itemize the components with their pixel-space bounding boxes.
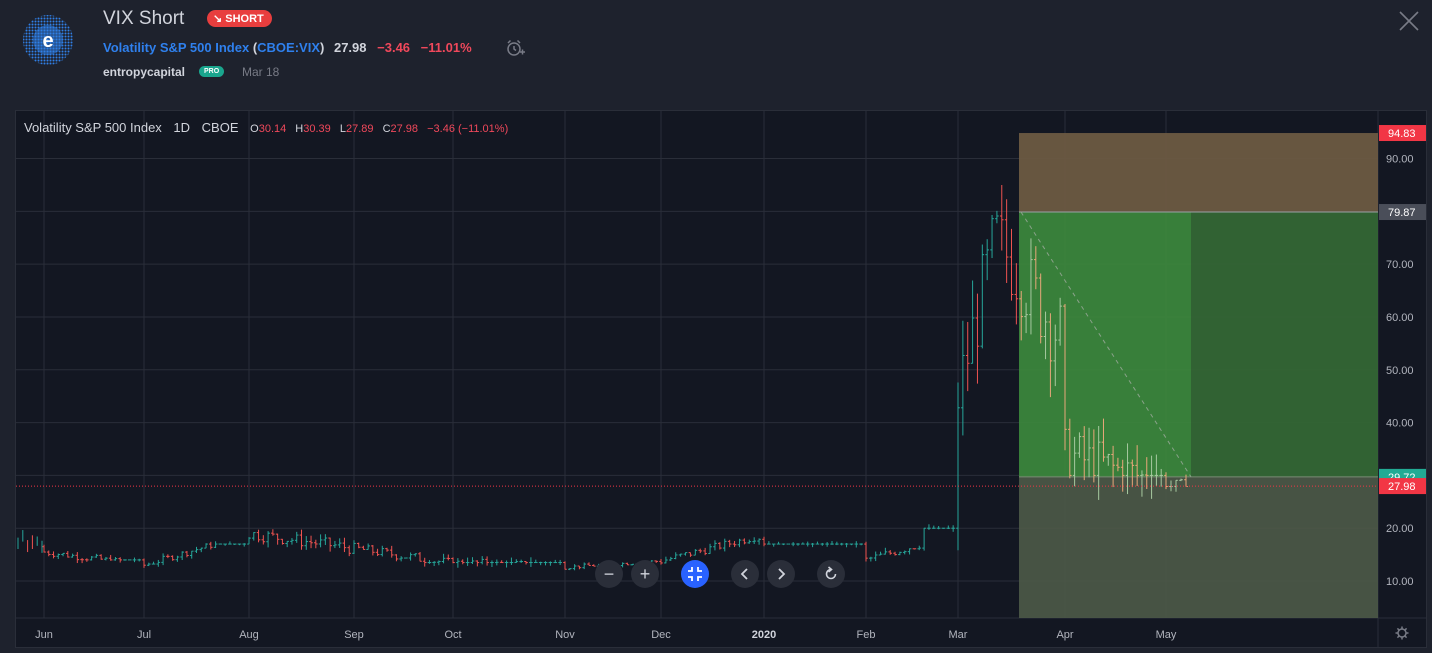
time-axis-label: Dec bbox=[651, 629, 671, 641]
symbol-ticker-close: ) bbox=[320, 40, 325, 55]
price-axis-label: 70.00 bbox=[1386, 259, 1414, 271]
time-axis-label: Jul bbox=[137, 629, 151, 641]
author-avatar[interactable]: e bbox=[22, 14, 74, 66]
price-axis-label: 60.00 bbox=[1386, 312, 1414, 324]
stop-loss-zone bbox=[1019, 133, 1378, 213]
price-axis-label: 20.00 bbox=[1386, 523, 1414, 535]
symbol-name-link[interactable]: Volatility S&P 500 Index bbox=[103, 40, 250, 55]
close-icon[interactable] bbox=[1397, 9, 1421, 33]
below-target-zone bbox=[1019, 476, 1378, 618]
price-label-text: 27.98 bbox=[1388, 481, 1416, 493]
reset-scale-button[interactable] bbox=[681, 560, 709, 588]
legend-exchange: CBOE bbox=[201, 120, 239, 135]
arrow-down-right-icon: ↘ bbox=[213, 13, 223, 25]
scroll-left-button[interactable] bbox=[731, 560, 759, 588]
price-label-text: 94.83 bbox=[1388, 128, 1416, 140]
time-axis-label: Oct bbox=[444, 629, 461, 641]
time-axis-label: Apr bbox=[1056, 629, 1073, 641]
legend-high: 30.39 bbox=[303, 123, 331, 135]
time-axis-label: Jun bbox=[35, 629, 53, 641]
time-axis-label: Nov bbox=[555, 629, 575, 641]
time-axis-label: Mar bbox=[949, 629, 968, 641]
legend-change: −3.46 (−11.01%) bbox=[427, 123, 509, 135]
legend-close-label: C bbox=[382, 123, 391, 135]
publish-date: Mar 18 bbox=[242, 65, 280, 79]
symbol-change-pct: −11.01% bbox=[420, 40, 472, 55]
reset-chart-button[interactable] bbox=[817, 560, 845, 588]
legend-high-label: H bbox=[295, 123, 304, 135]
author-name[interactable]: entropycapital bbox=[103, 65, 186, 79]
legend-low: 27.89 bbox=[345, 123, 374, 135]
zoom-in-label: + bbox=[639, 563, 651, 584]
legend-open: 30.14 bbox=[258, 123, 287, 135]
legend-open-label: O bbox=[250, 123, 259, 135]
idea-title: VIX Short bbox=[103, 8, 185, 29]
symbol-row: Volatility S&P 500 Index (CBOE:VIX) 27.9… bbox=[103, 40, 472, 55]
price-label-box bbox=[1379, 204, 1426, 221]
chart-container[interactable]: 10.0020.0030.0040.0050.0060.0070.0090.00… bbox=[15, 110, 1427, 648]
symbol-ticker-link[interactable]: CBOE:VIX bbox=[257, 40, 320, 55]
legend-symbol-name: Volatility S&P 500 Index bbox=[24, 120, 162, 135]
price-axis-label: 90.00 bbox=[1386, 154, 1414, 166]
price-axis-label: 10.00 bbox=[1386, 576, 1414, 588]
chevron-left-icon bbox=[740, 568, 748, 580]
price-label-box bbox=[1379, 125, 1426, 142]
chevron-right-icon bbox=[778, 568, 786, 580]
profit-zone-forward bbox=[1191, 212, 1378, 477]
symbol-ticker-open: ( bbox=[252, 40, 258, 55]
gear-icon[interactable] bbox=[1395, 626, 1409, 640]
legend-close: 27.98 bbox=[390, 123, 419, 135]
price-chart[interactable]: 10.0020.0030.0040.0050.0060.0070.0090.00… bbox=[16, 111, 1426, 647]
zoom-out-button[interactable]: − bbox=[595, 560, 623, 588]
symbol-price: 27.98 bbox=[333, 40, 367, 55]
price-label-box bbox=[1379, 478, 1426, 495]
time-axis-label: Aug bbox=[239, 629, 259, 641]
short-badge-label: SHORT bbox=[225, 13, 264, 25]
price-axis-label: 40.00 bbox=[1386, 418, 1414, 430]
time-axis-label: May bbox=[1156, 629, 1177, 641]
collapse-icon bbox=[688, 567, 702, 581]
legend-low-label: L bbox=[339, 123, 346, 135]
zoom-out-label: − bbox=[603, 563, 615, 584]
short-badge: ↘ SHORT bbox=[207, 10, 272, 27]
refresh-icon bbox=[825, 566, 837, 580]
time-axis-label: Sep bbox=[344, 629, 364, 641]
add-alert-icon[interactable] bbox=[505, 38, 525, 58]
time-axis-label: 2020 bbox=[752, 629, 776, 641]
time-axis-label: Feb bbox=[857, 629, 876, 641]
pro-badge: PRO bbox=[199, 66, 225, 77]
price-axis-label: 50.00 bbox=[1386, 365, 1414, 377]
idea-header: e VIX Short ↘ SHORT Volatility S&P 500 I… bbox=[0, 0, 1432, 100]
legend-interval: 1D bbox=[173, 120, 191, 135]
zoom-in-button[interactable]: + bbox=[631, 560, 659, 588]
scroll-right-button[interactable] bbox=[767, 560, 795, 588]
symbol-change: −3.46 bbox=[377, 40, 411, 55]
svg-text:e: e bbox=[42, 30, 53, 52]
chart-legend: Volatility S&P 500 Index 1D CBOE O30.14 … bbox=[24, 120, 508, 135]
price-label-text: 79.87 bbox=[1388, 207, 1416, 219]
